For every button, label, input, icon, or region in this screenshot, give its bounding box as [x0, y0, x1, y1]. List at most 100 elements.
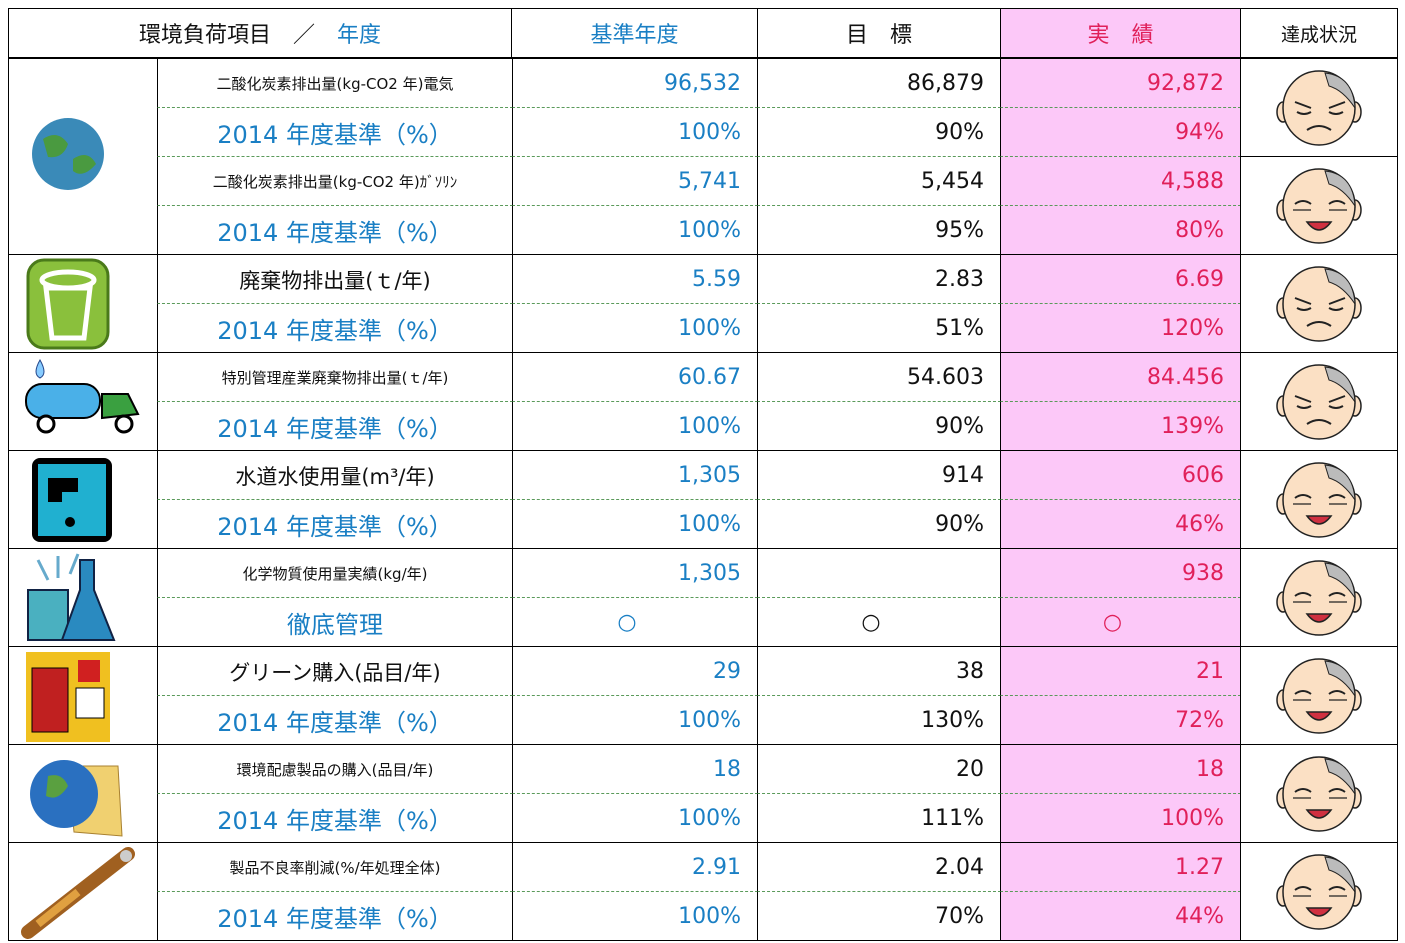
target-value: 51% [757, 303, 1001, 353]
group-icon-cell [8, 646, 158, 745]
row-label: 2014 年度基準（%） [157, 107, 513, 157]
base-value: 100% [512, 891, 758, 941]
header-target: 目 標 [757, 8, 1001, 58]
target-value: ○ [757, 597, 1001, 647]
row-label: 徹底管理 [157, 597, 513, 647]
actual-value: 18 [1000, 744, 1241, 794]
base-value: 100% [512, 499, 758, 549]
actual-value: ○ [1000, 597, 1241, 647]
face-icon [1276, 461, 1362, 538]
base-value: 100% [512, 695, 758, 745]
group-icon-cell [8, 842, 158, 941]
base-value: 100% [512, 107, 758, 157]
group-icon [26, 651, 110, 742]
group-icon [32, 117, 104, 190]
base-value: 96,532 [512, 58, 758, 108]
base-value: 5,741 [512, 156, 758, 206]
base-value: 2.91 [512, 842, 758, 892]
target-value: 2.83 [757, 254, 1001, 304]
base-value: ○ [512, 597, 758, 647]
group-icon-cell [8, 352, 158, 451]
actual-value: 100% [1000, 793, 1241, 843]
group-icon-cell [8, 254, 158, 353]
row-label: 特別管理産業廃棄物排出量(ｔ/年) [157, 352, 513, 402]
actual-value: 606 [1000, 450, 1241, 500]
row-label: 2014 年度基準（%） [157, 499, 513, 549]
base-value: 60.67 [512, 352, 758, 402]
face-icon [1276, 69, 1362, 146]
face-icon [1276, 657, 1362, 734]
actual-value: 139% [1000, 401, 1241, 451]
target-value: 914 [757, 450, 1001, 500]
actual-value: 1.27 [1000, 842, 1241, 892]
header-actual: 実 績 [1000, 8, 1241, 58]
base-value: 18 [512, 744, 758, 794]
target-value: 90% [757, 499, 1001, 549]
face-icon [1276, 755, 1362, 832]
status-cell [1240, 744, 1398, 843]
target-value: 90% [757, 401, 1001, 451]
actual-value: 938 [1000, 548, 1241, 598]
face-icon [1276, 167, 1362, 244]
actual-value: 21 [1000, 646, 1241, 696]
base-value: 100% [512, 205, 758, 255]
group-icon-cell [8, 450, 158, 549]
header-year: 年度 [337, 23, 382, 48]
header-status: 達成状況 [1240, 8, 1398, 58]
group-icon [30, 759, 123, 837]
face-icon [1276, 265, 1362, 342]
target-value: 70% [757, 891, 1001, 941]
status-cell [1240, 450, 1398, 549]
header-item-cell: 環境負荷項目 ／ 年度 [8, 8, 512, 58]
status-cell [1240, 646, 1398, 745]
base-value: 29 [512, 646, 758, 696]
group-icon [27, 552, 116, 641]
base-value: 100% [512, 401, 758, 451]
target-value: 111% [757, 793, 1001, 843]
actual-value: 120% [1000, 303, 1241, 353]
target-value [757, 548, 1001, 598]
row-label: 水道水使用量(m³/年) [157, 450, 513, 500]
face-icon [1276, 853, 1362, 930]
actual-value: 46% [1000, 499, 1241, 549]
group-icon [25, 358, 140, 433]
base-value: 100% [512, 793, 758, 843]
target-value: 5,454 [757, 156, 1001, 206]
header-item: 環境負荷項目 ／ [138, 23, 337, 48]
row-label: 環境配慮製品の購入(品目/年) [157, 744, 513, 794]
row-label: 2014 年度基準（%） [157, 695, 513, 745]
target-value: 54.603 [757, 352, 1001, 402]
actual-value: 80% [1000, 205, 1241, 255]
face-icon [1276, 559, 1362, 636]
face-icon [1276, 363, 1362, 440]
actual-value: 84.456 [1000, 352, 1241, 402]
target-value: 20 [757, 744, 1001, 794]
actual-value: 92,872 [1000, 58, 1241, 108]
row-label: 二酸化炭素排出量(kg-CO2 年)ｶﾞｿﾘﾝ [157, 156, 513, 206]
target-value: 90% [757, 107, 1001, 157]
row-label: 2014 年度基準（%） [157, 891, 513, 941]
row-label: 廃棄物排出量(ｔ/年) [157, 254, 513, 304]
group-icon-cell [8, 58, 158, 255]
row-label: 二酸化炭素排出量(kg-CO2 年)電気 [157, 58, 513, 108]
row-label: グリーン購入(品目/年) [157, 646, 513, 696]
group-icon-cell [8, 744, 158, 843]
status-cell [1240, 58, 1398, 157]
row-label: 化学物質使用量実績(kg/年) [157, 548, 513, 598]
status-cell [1240, 156, 1398, 255]
actual-value: 44% [1000, 891, 1241, 941]
group-icon-cell [8, 548, 158, 647]
status-cell [1240, 548, 1398, 647]
base-value: 100% [512, 303, 758, 353]
target-value: 130% [757, 695, 1001, 745]
target-value: 2.04 [757, 842, 1001, 892]
base-value: 1,305 [512, 548, 758, 598]
base-value: 1,305 [512, 450, 758, 500]
target-value: 38 [757, 646, 1001, 696]
group-icon [26, 258, 110, 349]
target-value: 95% [757, 205, 1001, 255]
actual-value: 4,588 [1000, 156, 1241, 206]
row-label: 2014 年度基準（%） [157, 793, 513, 843]
status-cell [1240, 842, 1398, 941]
